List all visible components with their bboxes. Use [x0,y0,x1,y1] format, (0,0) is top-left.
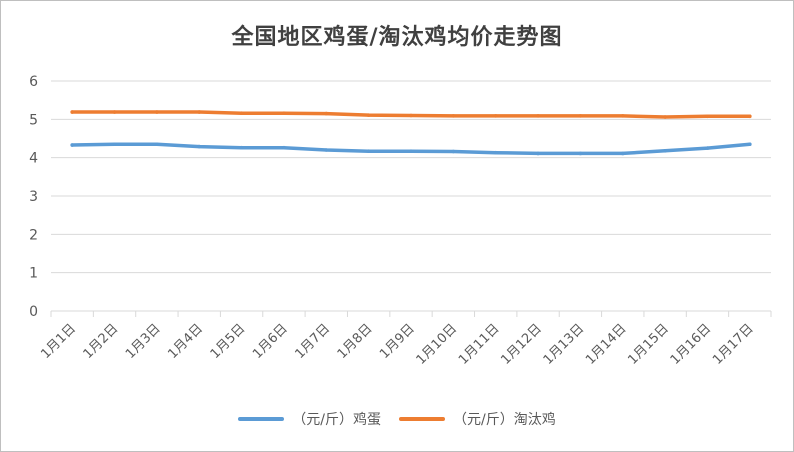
legend-item-culled-hen: （元/斤）淘汰鸡 [399,409,556,429]
data-point [451,114,456,118]
x-tick-label: 1月17日 [710,321,757,368]
data-point [451,149,456,154]
data-point [663,148,667,153]
data-point [620,151,625,156]
data-point [282,145,286,150]
data-point [578,151,583,156]
data-point [493,114,498,118]
y-tick-label: 2 [29,227,38,243]
data-point [748,142,752,147]
x-tick-label: 1月15日 [625,321,672,368]
data-point [748,114,752,119]
x-tick-label: 1月13日 [541,321,588,368]
data-point [197,110,202,114]
data-point [112,110,117,114]
data-point [197,144,202,149]
legend: （元/斤）鸡蛋 （元/斤）淘汰鸡 [1,409,793,429]
data-point [324,148,329,152]
y-tick-label: 4 [29,151,38,167]
data-point [620,114,625,118]
data-point [705,114,710,119]
x-tick-label: 1月6日 [250,321,291,362]
data-point [239,111,244,115]
legend-item-egg: （元/斤）鸡蛋 [238,409,381,429]
x-tick-label: 1月3日 [123,321,164,362]
x-tick-label: 1月7日 [292,321,333,362]
y-tick-label: 6 [29,74,38,90]
data-point [70,110,74,114]
legend-swatch-culled-hen [399,417,445,421]
data-point [112,142,117,147]
data-point [155,142,159,147]
data-point [493,150,498,155]
x-tick-label: 1月10日 [414,321,461,368]
data-point [366,149,371,153]
data-point [155,110,159,114]
y-tick-label: 0 [29,304,38,320]
data-point [239,145,244,150]
x-tick-label: 1月4日 [165,321,206,362]
x-tick-label: 1月9日 [377,321,418,362]
data-point [663,115,667,119]
data-point [536,114,540,118]
data-point [705,146,710,150]
data-point [536,151,540,156]
chart-title: 全国地区鸡蛋/淘汰鸡均价走势图 [231,25,563,50]
x-tick-label: 1月5日 [208,321,249,362]
x-tick-label: 1月8日 [335,321,376,362]
y-tick-label: 1 [29,266,38,282]
data-point [324,111,329,116]
data-point [282,111,286,115]
data-point [70,143,74,147]
x-tick-label: 1月1日 [38,321,79,362]
data-point [409,113,413,118]
x-tick-label: 1月14日 [583,321,630,368]
x-tick-label: 1月12日 [498,321,545,368]
data-point [366,113,371,117]
legend-label-egg: （元/斤）鸡蛋 [292,412,381,428]
legend-label-culled-hen: （元/斤）淘汰鸡 [453,412,556,428]
legend-swatch-egg [238,417,285,421]
x-tick-label: 1月16日 [668,321,715,368]
x-tick-label: 1月2日 [81,321,122,362]
y-tick-label: 5 [29,112,38,128]
data-point [578,114,583,118]
y-tick-label: 3 [29,189,38,205]
data-point [409,149,413,153]
x-tick-label: 1月11日 [456,321,503,368]
